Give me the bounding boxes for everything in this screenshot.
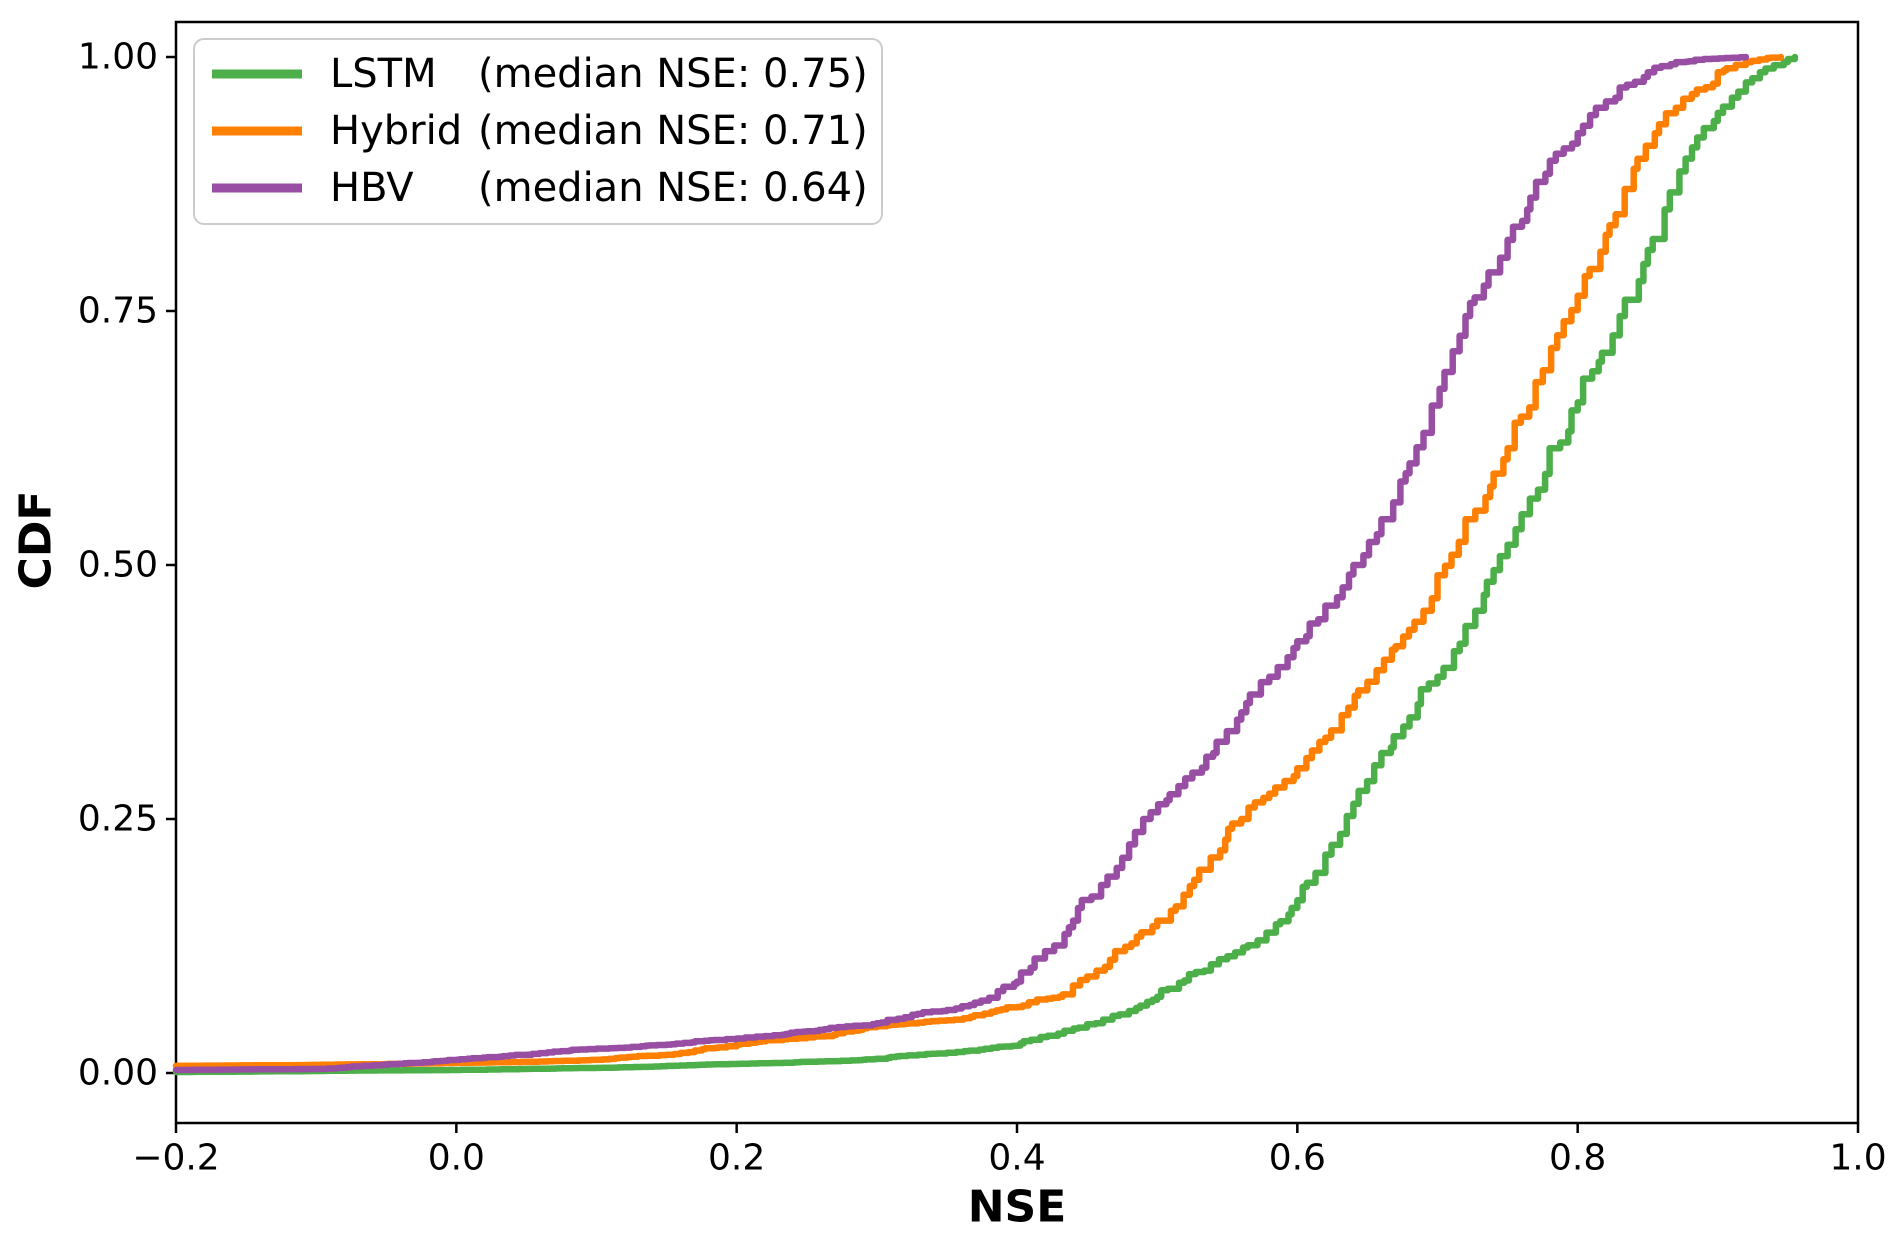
x-tick-label: −0.2 (132, 1138, 219, 1179)
x-tick-label: 0.2 (708, 1138, 765, 1179)
legend-label-model: HBV (330, 165, 414, 211)
y-tick-label: 0.75 (78, 291, 158, 332)
x-axis-label: NSE (968, 1182, 1067, 1233)
legend-item-lstm: LSTM (median NSE: 0.75) (212, 51, 868, 97)
y-axis-label: CDF (11, 491, 62, 590)
legend-item-hybrid: Hybrid (median NSE: 0.71) (212, 108, 868, 154)
y-tick-label: 0.25 (78, 799, 158, 840)
legend-label-model: Hybrid (330, 108, 462, 154)
y-tick-label: 0.00 (78, 1053, 158, 1094)
series-line-hybrid (172, 53, 1785, 1070)
y-tick-label: 1.00 (78, 37, 158, 78)
legend-label-model: LSTM (330, 51, 437, 97)
x-axis: −0.2 0.0 0.2 0.4 0.6 0.8 1.0 (132, 1123, 1887, 1179)
legend-box (193, 38, 883, 225)
legend-label-detail: (median NSE: 0.71) (478, 108, 868, 154)
y-tick-label: 0.50 (78, 545, 158, 586)
x-tick-label: 0.8 (1549, 1138, 1606, 1179)
legend-item-hbv: HBV (median NSE: 0.64) (212, 165, 868, 211)
legend-label-detail: (median NSE: 0.75) (478, 51, 868, 97)
x-tick-label: 0.0 (428, 1138, 485, 1179)
x-tick-label: 0.4 (988, 1138, 1045, 1179)
series-line-hbv (172, 53, 1750, 1074)
x-tick-label: 0.6 (1269, 1138, 1326, 1179)
legend: LSTM (median NSE: 0.75) Hybrid (median NSE:… (193, 38, 883, 225)
series-lines (172, 53, 1799, 1076)
legend-label-detail: (median NSE: 0.64) (478, 165, 868, 211)
series-line-lstm (172, 53, 1799, 1076)
y-axis: 0.00 0.25 0.50 0.75 1.00 (78, 37, 176, 1094)
x-tick-label: 1.0 (1829, 1138, 1886, 1179)
